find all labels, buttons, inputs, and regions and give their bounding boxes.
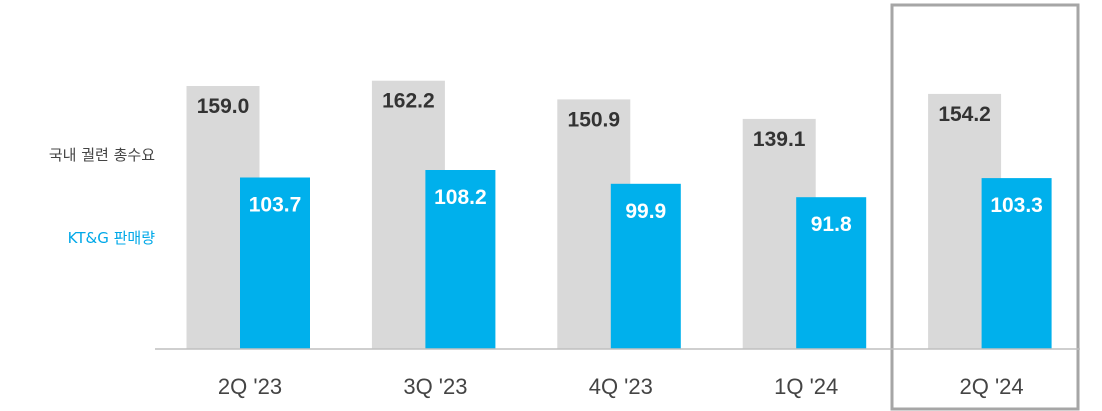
data-label-ktg-sales-1: 108.2 [434, 186, 487, 209]
bar-ktg-sales-3 [796, 197, 867, 349]
data-label-total-demand-4: 154.2 [938, 103, 991, 126]
legend-label-total-demand: 국내 궐련 총수요 [49, 146, 155, 164]
data-label-total-demand-1: 162.2 [382, 90, 435, 113]
highlight-frame [890, 3, 1080, 411]
x-tick-label-2: 4Q '23 [589, 374, 653, 399]
data-label-total-demand-2: 150.9 [568, 108, 621, 131]
bar-ktg-sales-1 [425, 170, 496, 349]
x-tick-label-1: 3Q '23 [403, 374, 467, 399]
bars-group: 159.0 103.7 162.2 108.2 150.9 99.9 139.1 91.8 15… [186, 80, 1052, 350]
bar-ktg-sales-4 [981, 178, 1052, 349]
data-label-total-demand-3: 139.1 [753, 128, 806, 151]
bar-ktg-sales-2 [610, 183, 681, 349]
data-label-ktg-sales-2: 99.9 [625, 200, 666, 223]
x-tick-label-0: 2Q '23 [218, 374, 282, 399]
x-tick-label-3: 1Q '24 [774, 374, 838, 399]
data-label-ktg-sales-0: 103.7 [249, 194, 302, 217]
data-label-ktg-sales-4: 103.3 [990, 194, 1043, 217]
data-label-total-demand-0: 159.0 [197, 95, 250, 118]
legend-label-ktg-sales: KT&G 판매량 [68, 229, 156, 247]
data-label-ktg-sales-3: 91.8 [811, 213, 852, 236]
x-tick-labels: 2Q '23 3Q '23 4Q '23 1Q '24 2Q '24 [218, 374, 1024, 399]
x-tick-label-4: 2Q '24 [960, 374, 1024, 399]
bar-ktg-sales-0 [240, 177, 310, 349]
